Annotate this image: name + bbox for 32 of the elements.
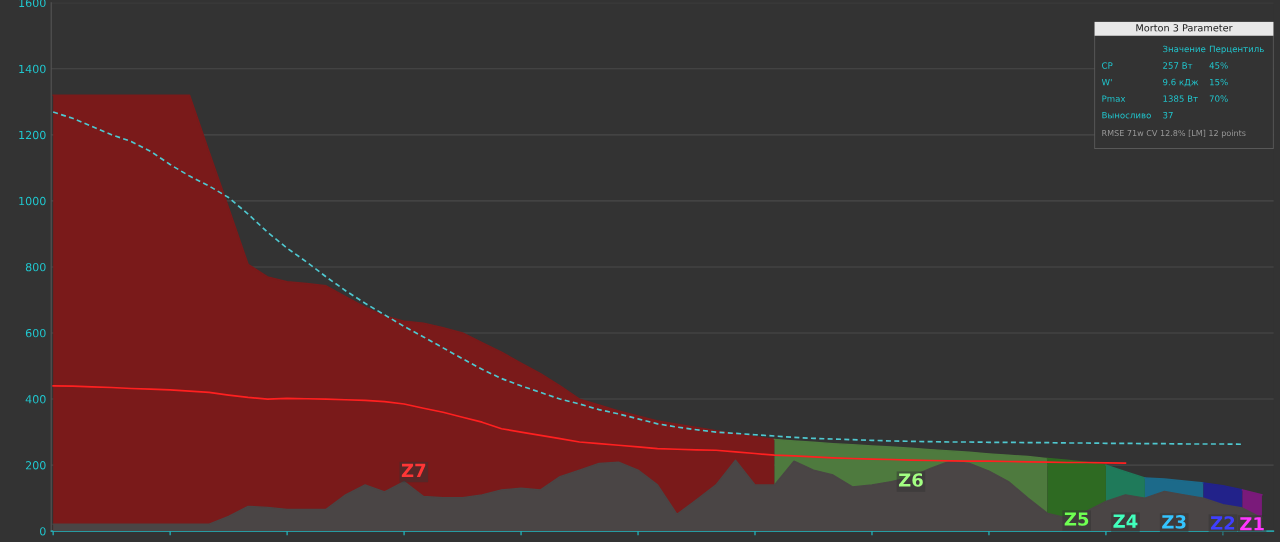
series-label: Z2	[1210, 516, 1235, 530]
annotation: 257 Вт	[1163, 62, 1193, 69]
line-series	[52, 111, 1244, 446]
annotation: 37	[1163, 111, 1173, 119]
series-label: Z6	[898, 473, 923, 487]
annotation: 45%	[1209, 62, 1228, 69]
y-tick-label: 600	[25, 328, 46, 338]
series-label: Z3	[1162, 515, 1186, 529]
annotation: Значение	[1163, 45, 1206, 53]
y-tick-label: 1400	[19, 64, 46, 74]
annotation: RMSE 71w CV 12.8% [LM] 12 points	[1102, 129, 1246, 138]
line-series	[52, 385, 1127, 464]
annotation: 15%	[1210, 78, 1228, 86]
series-label: Z7	[401, 463, 426, 478]
annotation: 1385 Вт	[1163, 95, 1198, 102]
y-tick-label: 1000	[19, 196, 46, 206]
annotation: CP	[1102, 62, 1113, 69]
y-tick-label: 0	[40, 527, 46, 536]
annotation: Pmax	[1102, 95, 1126, 102]
annotation: Выносливо	[1102, 112, 1151, 119]
y-tick-label: 200	[25, 461, 46, 470]
series-label: Z5	[1064, 512, 1089, 526]
series-label: Z4	[1113, 514, 1138, 528]
annotation: 9.6 кДж	[1163, 78, 1199, 87]
annotation: Перцентиль	[1209, 45, 1264, 54]
y-tick-label: 400	[25, 395, 46, 404]
series-label: Z1	[1240, 517, 1264, 531]
y-tick-label: 800	[25, 262, 46, 272]
annotation: Morton 3 Parameter	[1136, 24, 1233, 32]
annotation: W'	[1101, 78, 1112, 86]
annotation: 70%	[1209, 95, 1228, 102]
y-tick-label: 1200	[19, 130, 46, 140]
